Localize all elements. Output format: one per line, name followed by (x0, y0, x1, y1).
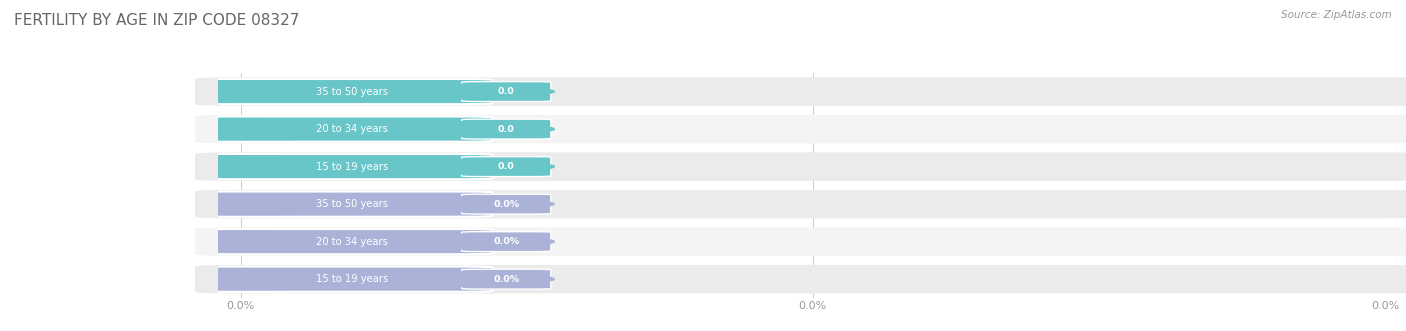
Text: 0.0%: 0.0% (494, 237, 519, 246)
FancyBboxPatch shape (195, 77, 1406, 106)
FancyBboxPatch shape (461, 82, 551, 102)
Text: 0.0: 0.0 (498, 87, 515, 96)
Text: 0.0: 0.0 (498, 162, 515, 171)
Text: 15 to 19 years: 15 to 19 years (316, 274, 388, 284)
Circle shape (0, 81, 554, 102)
Circle shape (0, 269, 554, 290)
FancyBboxPatch shape (461, 232, 551, 252)
FancyBboxPatch shape (461, 157, 551, 176)
Circle shape (0, 194, 554, 214)
Text: 0.0: 0.0 (498, 124, 515, 134)
Text: 0.0%: 0.0% (494, 200, 519, 209)
Circle shape (0, 231, 554, 252)
Text: 15 to 19 years: 15 to 19 years (316, 162, 388, 171)
Text: Source: ZipAtlas.com: Source: ZipAtlas.com (1281, 10, 1392, 20)
FancyBboxPatch shape (201, 192, 492, 217)
FancyBboxPatch shape (201, 117, 492, 142)
Text: 20 to 34 years: 20 to 34 years (316, 124, 388, 134)
FancyBboxPatch shape (201, 79, 492, 104)
FancyBboxPatch shape (201, 266, 492, 292)
Text: 20 to 34 years: 20 to 34 years (316, 237, 388, 247)
FancyBboxPatch shape (461, 119, 551, 139)
Text: 35 to 50 years: 35 to 50 years (316, 87, 388, 97)
FancyBboxPatch shape (195, 190, 1406, 218)
Circle shape (0, 118, 554, 140)
FancyBboxPatch shape (201, 154, 492, 179)
Text: FERTILITY BY AGE IN ZIP CODE 08327: FERTILITY BY AGE IN ZIP CODE 08327 (14, 13, 299, 28)
FancyBboxPatch shape (195, 152, 1406, 181)
Circle shape (0, 156, 554, 177)
Text: 0.0%: 0.0% (494, 275, 519, 284)
FancyBboxPatch shape (201, 229, 492, 254)
FancyBboxPatch shape (195, 115, 1406, 143)
FancyBboxPatch shape (461, 194, 551, 214)
FancyBboxPatch shape (461, 269, 551, 289)
FancyBboxPatch shape (195, 227, 1406, 256)
Text: 35 to 50 years: 35 to 50 years (316, 199, 388, 209)
FancyBboxPatch shape (195, 265, 1406, 293)
